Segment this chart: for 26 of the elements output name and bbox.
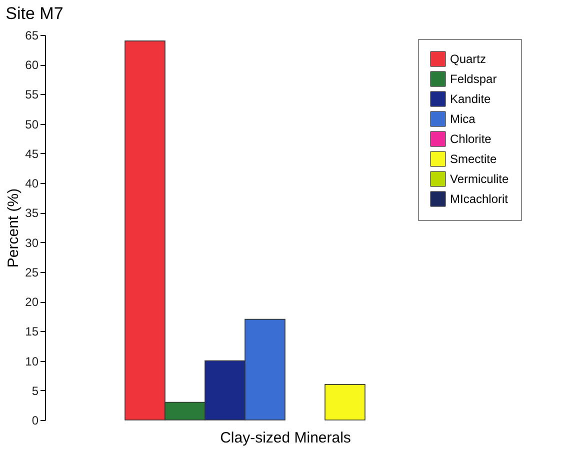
y-tick-label: 50 (25, 117, 39, 132)
legend-label: MIcachlorit (450, 192, 509, 206)
legend-label: Smectite (450, 152, 498, 166)
y-tick-label: 0 (32, 414, 39, 428)
legend-label: Vermiculite (450, 172, 510, 186)
y-tick-label: 5 (32, 384, 39, 398)
legend-label: Quartz (450, 52, 486, 66)
x-axis-title: Clay-sized Minerals (220, 430, 351, 446)
y-tick-label: 45 (25, 146, 39, 161)
bar (324, 384, 366, 420)
y-tick-label: 30 (25, 236, 39, 250)
legend-label: Mica (450, 112, 476, 126)
y-tick-label: 60 (25, 58, 39, 72)
y-tick-label: 25 (25, 265, 39, 280)
y-tick-label: 15 (25, 324, 39, 339)
y-axis-title: Percent (%) (5, 188, 22, 268)
legend-label: Feldspar (450, 72, 497, 86)
y-tick-label: 55 (25, 88, 39, 102)
legend-label: Chlorite (450, 132, 492, 146)
y-tick-label: 20 (25, 295, 39, 310)
y-tick-label: 35 (25, 206, 39, 220)
y-tick-label: 65 (25, 28, 39, 42)
y-tick-label: 40 (25, 176, 39, 191)
legend-label: Kandite (450, 92, 492, 106)
y-tick-label: 10 (25, 354, 39, 368)
chart-title: Site M7 (6, 4, 64, 23)
